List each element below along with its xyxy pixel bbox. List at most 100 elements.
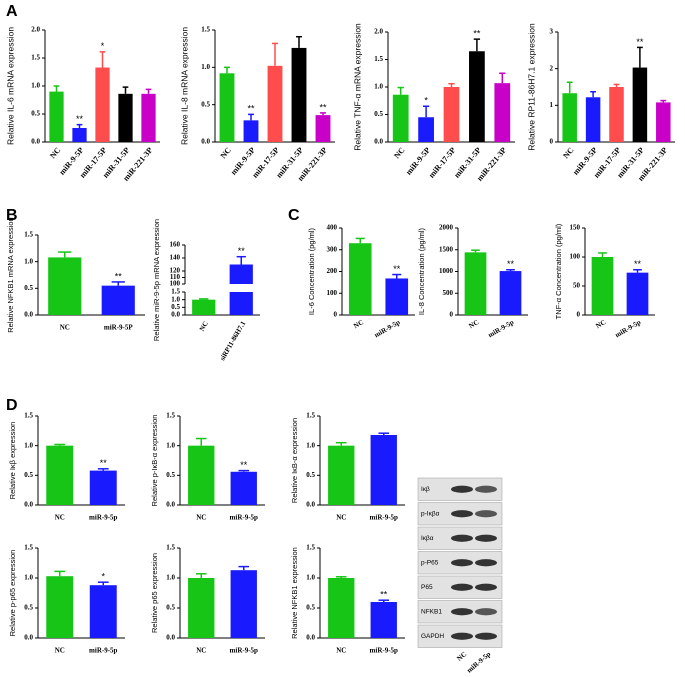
bar xyxy=(464,252,487,315)
bar xyxy=(101,285,135,315)
y-tick-label: 100 xyxy=(570,253,581,261)
blot-band xyxy=(475,583,497,591)
significance: ** xyxy=(100,458,108,468)
y-tick-label: 1.0 xyxy=(306,441,315,449)
y-axis-label: Relative p65 expression xyxy=(150,553,159,633)
significance: ** xyxy=(507,259,515,269)
x-tick-label: miR-9-5p xyxy=(89,514,117,522)
x-tick-label: NC xyxy=(561,146,575,161)
bar xyxy=(230,471,257,505)
significance: ** xyxy=(393,264,401,274)
y-tick-label: 1.5 xyxy=(306,412,315,420)
y-tick-label: 0.0 xyxy=(374,138,383,146)
y-tick-label: 1.0 xyxy=(166,574,175,582)
significance: ** xyxy=(634,259,642,269)
bar xyxy=(46,576,74,638)
bar xyxy=(72,128,87,142)
y-tick-label: 200 xyxy=(327,267,338,275)
significance: ** xyxy=(247,104,255,114)
y-tick-label: 0.5 xyxy=(306,604,315,612)
y-axis-label: TNF-α Concentration (pg/ml) xyxy=(554,223,563,319)
y-tick-label: 300 xyxy=(327,245,338,253)
bar xyxy=(229,292,253,315)
y-tick-label: 1.5 xyxy=(24,231,33,239)
blot-band xyxy=(451,632,473,640)
y-tick-label: 2.0 xyxy=(374,28,383,36)
y-tick-label: 3 xyxy=(550,28,554,36)
y-tick-label: 500 xyxy=(443,289,454,297)
bar xyxy=(188,445,215,505)
bar xyxy=(48,257,82,315)
x-tick-label: miR-9-5p xyxy=(230,647,258,655)
x-tick-label: miR-9-5P xyxy=(104,324,133,332)
bar xyxy=(49,91,64,142)
significance: ** xyxy=(240,460,248,470)
y-tick-label: 150 xyxy=(570,224,581,232)
bar xyxy=(188,578,215,638)
x-tick-label: miR-9-5p xyxy=(373,318,402,339)
y-axis-label: Relative NFKB1 expression xyxy=(290,547,299,639)
y-tick-label: 1.5 xyxy=(166,412,175,420)
significance: * xyxy=(101,572,105,582)
blot-band xyxy=(475,534,497,542)
y-tick-label: 0.5 xyxy=(31,110,40,118)
blot-band xyxy=(475,608,497,616)
bar xyxy=(385,278,409,315)
x-tick-label: miR-9-5p xyxy=(370,514,398,522)
bar xyxy=(370,602,397,638)
y-tick-label: 2000 xyxy=(439,224,454,232)
y-tick-label: 0.5 xyxy=(171,303,180,311)
y-tick-label: 1.0 xyxy=(166,441,175,449)
y-tick-label: 400 xyxy=(327,224,338,232)
y-tick-label: 1000 xyxy=(439,267,454,275)
y-tick-label: 1.5 xyxy=(306,544,315,552)
bar xyxy=(230,570,257,638)
x-tick-label: miR-9-5p xyxy=(230,514,258,522)
bar xyxy=(328,578,355,638)
y-tick-label: 0.5 xyxy=(374,110,383,118)
bar xyxy=(392,94,409,142)
significance: ** xyxy=(76,114,84,124)
x-tick-label: miR-9-5p xyxy=(370,647,398,655)
y-tick-label: 1.0 xyxy=(306,574,315,582)
blot-band xyxy=(451,485,473,493)
bar xyxy=(656,102,671,142)
bar xyxy=(632,67,648,142)
bar xyxy=(46,445,74,505)
y-axis-label: Relative IL-8 mRNA expression xyxy=(179,27,189,145)
y-tick-label: 0.0 xyxy=(24,634,33,642)
blot-row-label: p-P65 xyxy=(421,559,439,566)
y-tick-label: 1.0 xyxy=(171,295,180,303)
bar xyxy=(315,115,331,142)
blot-row-label: p-Iκβα xyxy=(421,510,440,517)
y-axis-label: Relative p-p65 expression xyxy=(8,550,17,637)
y-tick-label: 0.5 xyxy=(306,471,315,479)
y-tick-label: 0.0 xyxy=(31,138,40,146)
y-tick-label: 0.5 xyxy=(201,100,210,108)
y-tick-label: 1 xyxy=(550,101,554,109)
y-axis-label: Relative IκB-α expression xyxy=(290,418,299,503)
y-axis-label: IL-8 Concentration (pg/ml) xyxy=(417,227,426,315)
bar xyxy=(118,93,133,142)
y-axis-label: IL-6 Concentration (pg/ml) xyxy=(307,227,316,315)
bar xyxy=(291,47,307,142)
y-tick-label: 100 xyxy=(170,280,181,288)
bar xyxy=(499,271,522,315)
x-tick-label: miR-9-5p xyxy=(89,647,117,655)
y-tick-label: 100 xyxy=(327,289,338,297)
bar xyxy=(192,299,216,315)
y-tick-label: 1.5 xyxy=(166,544,175,552)
blot-band xyxy=(451,583,473,591)
blot-band xyxy=(475,485,497,493)
y-tick-label: 140 xyxy=(170,254,181,262)
y-tick-label: 1.5 xyxy=(31,54,40,62)
blot-band xyxy=(451,534,473,542)
bar xyxy=(585,97,601,142)
significance: ** xyxy=(380,590,388,600)
x-tick-label: miR-9-5p xyxy=(614,318,643,339)
blot-row-label: Iκβ xyxy=(421,486,430,493)
y-tick-label: 0.0 xyxy=(306,634,315,642)
y-tick-label: 1.0 xyxy=(24,574,33,582)
blot-row-label: P65 xyxy=(421,584,433,591)
panel-label: D xyxy=(6,397,18,414)
